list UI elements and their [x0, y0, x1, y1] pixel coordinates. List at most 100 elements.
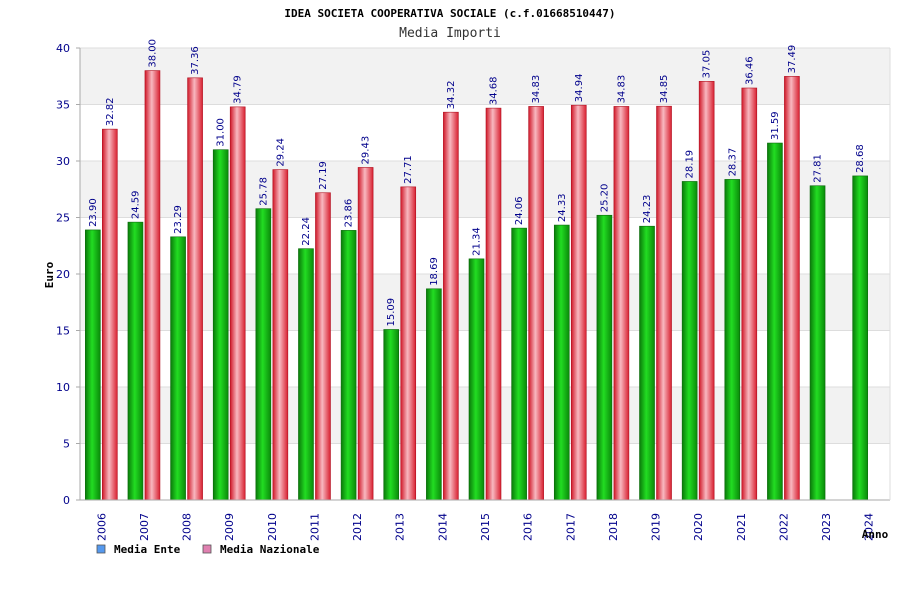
- data-label: 38.00: [147, 39, 158, 68]
- legend-label-media-nazionale: Media Nazionale: [220, 543, 320, 556]
- bar-media-ente: [852, 175, 868, 501]
- y-tick-label: 40: [56, 42, 70, 55]
- data-label: 37.36: [190, 46, 201, 75]
- data-label: 34.68: [489, 76, 500, 105]
- bar-media-nazionale: [613, 106, 630, 501]
- bar-media-nazionale: [741, 87, 758, 501]
- x-tick-label: 2020: [692, 513, 705, 541]
- bar-media-nazionale: [698, 81, 715, 501]
- data-label: 34.32: [446, 81, 457, 110]
- x-tick-label: 2023: [820, 513, 833, 541]
- bar-media-nazionale: [272, 169, 289, 501]
- data-label: 22.24: [301, 217, 312, 246]
- data-label: 27.71: [403, 155, 414, 184]
- x-tick-label: 2017: [564, 513, 577, 541]
- y-tick-label: 15: [56, 325, 70, 338]
- data-label: 21.34: [472, 227, 483, 256]
- x-tick-label: 2012: [351, 513, 364, 541]
- data-label: 31.59: [770, 111, 781, 140]
- bar-media-nazionale: [656, 105, 672, 501]
- data-label: 28.19: [685, 150, 696, 179]
- data-label: 15.09: [386, 298, 397, 327]
- data-label: 34.83: [531, 75, 542, 104]
- bar-media-ente: [681, 181, 698, 501]
- bar-media-nazionale: [187, 77, 203, 501]
- y-axis-label: Euro: [43, 261, 56, 288]
- bar-media-ente: [170, 236, 186, 501]
- chart-title: IDEA SOCIETA COOPERATIVA SOCIALE (c.f.01…: [284, 7, 615, 20]
- x-tick-label: 2014: [436, 513, 449, 541]
- data-label: 32.82: [105, 97, 116, 126]
- data-label: 25.78: [258, 177, 269, 206]
- data-label: 37.05: [702, 50, 713, 79]
- data-label: 29.43: [361, 136, 372, 165]
- bar-media-ente: [724, 179, 741, 501]
- y-tick-label: 30: [56, 155, 70, 168]
- x-tick-label: 2008: [181, 513, 194, 541]
- data-label: 34.85: [659, 75, 670, 104]
- bar-media-nazionale: [784, 76, 800, 501]
- data-label: 23.86: [344, 199, 355, 228]
- bar-media-nazionale: [485, 107, 502, 501]
- x-tick-label: 2010: [266, 513, 279, 541]
- bar-media-ente: [212, 149, 229, 501]
- data-label: 23.90: [88, 198, 99, 227]
- data-label: 34.83: [616, 75, 627, 104]
- data-label: 27.19: [318, 161, 329, 190]
- x-tick-label: 2006: [95, 513, 108, 541]
- chart-subtitle: Media Importi: [399, 26, 501, 41]
- bar-media-nazionale: [144, 70, 161, 501]
- y-tick-label: 35: [56, 99, 70, 112]
- bars: [85, 70, 868, 501]
- bar-media-ente: [340, 230, 357, 501]
- bar-media-nazionale: [229, 106, 246, 501]
- bar-media-ente: [553, 224, 570, 501]
- bar-media-ente: [511, 227, 527, 501]
- bar-media-nazionale: [400, 186, 417, 501]
- data-labels: 23.90 32.82 24.59 38.00 23.29 37.36 31.00 34.79…: [88, 39, 866, 327]
- bar-media-ente: [426, 288, 442, 501]
- y-tick-labels: 0 5 10 15 20 25 30 35 40: [56, 42, 70, 507]
- data-label: 36.46: [744, 56, 755, 85]
- legend-swatch-media-nazionale: [202, 544, 212, 554]
- x-tick-label: 2015: [479, 513, 492, 541]
- x-axis-label: Anno: [862, 528, 889, 541]
- x-tick-labels: 2006 2007 2008 2009 2010 2011 2012 2013 2014 2015…: [95, 513, 875, 541]
- y-tick-label: 20: [56, 268, 70, 281]
- bar-media-nazionale: [570, 104, 587, 501]
- bar-media-nazionale: [443, 111, 459, 501]
- x-tick-label: 2007: [138, 513, 151, 541]
- y-tick-label: 25: [56, 212, 70, 225]
- data-label: 29.24: [275, 138, 286, 167]
- bar-media-ente: [255, 208, 272, 501]
- legend: Media Ente Media Nazionale: [96, 543, 320, 556]
- axes: [76, 47, 891, 501]
- bar-media-ente: [809, 185, 826, 501]
- data-label: 34.79: [233, 75, 244, 104]
- y-tick-label: 0: [63, 494, 70, 507]
- x-tick-label: 2018: [607, 513, 620, 541]
- data-label: 24.59: [130, 190, 141, 219]
- bar-media-nazionale: [315, 192, 331, 501]
- x-tick-label: 2019: [650, 513, 663, 541]
- bar-media-ente: [468, 258, 485, 501]
- bar-media-ente: [767, 142, 783, 501]
- data-label: 28.68: [855, 144, 866, 173]
- data-label: 24.06: [514, 196, 525, 225]
- x-tick-label: 2013: [394, 513, 407, 541]
- bar-media-ente: [639, 225, 655, 501]
- x-tick-label: 2024: [863, 513, 876, 541]
- data-label: 37.49: [787, 45, 798, 74]
- data-label: 28.37: [727, 148, 738, 177]
- data-label: 27.81: [813, 154, 824, 183]
- bar-media-nazionale: [102, 128, 118, 501]
- y-tick-label: 10: [56, 381, 70, 394]
- bar-media-ente: [85, 229, 101, 501]
- x-tick-label: 2021: [735, 513, 748, 541]
- data-label: 23.29: [173, 205, 184, 234]
- legend-swatch-media-ente: [96, 544, 106, 554]
- data-label: 31.00: [216, 118, 227, 147]
- x-tick-label: 2009: [223, 513, 236, 541]
- x-tick-label: 2011: [308, 513, 321, 541]
